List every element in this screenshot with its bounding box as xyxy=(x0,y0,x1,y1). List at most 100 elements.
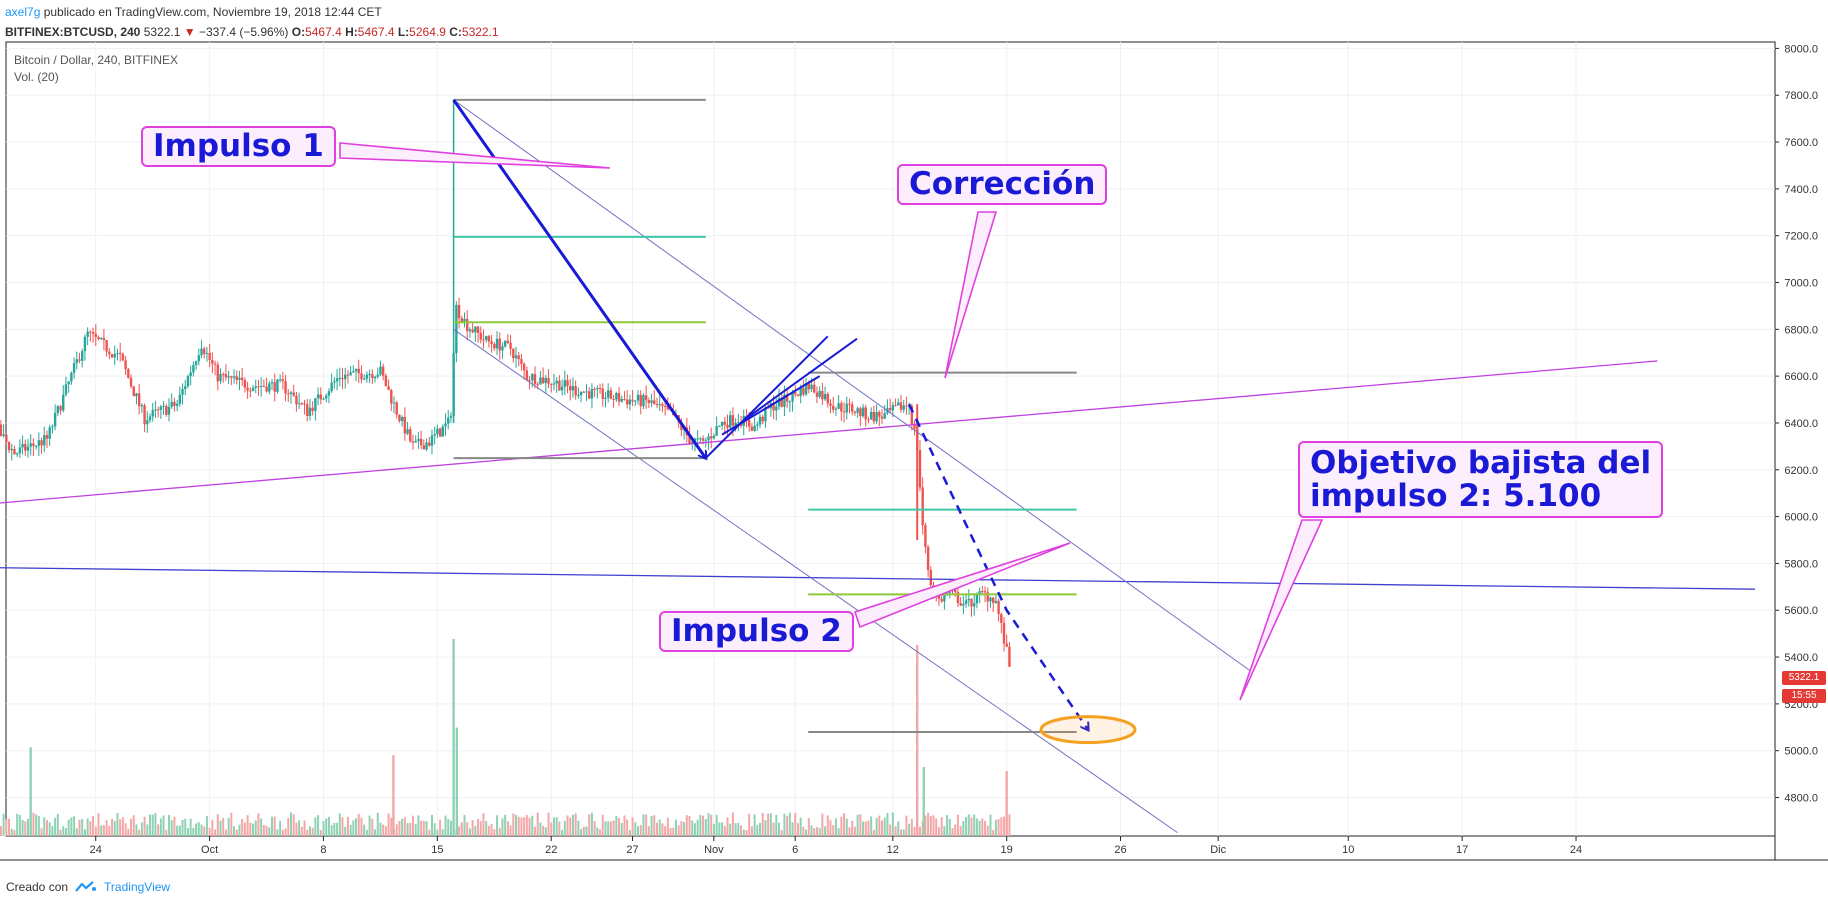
candle-body xyxy=(238,377,241,380)
candle-body xyxy=(606,390,610,398)
volume-bar xyxy=(693,823,696,836)
candle-body xyxy=(289,392,293,395)
volume-bar xyxy=(929,815,932,836)
candle-body xyxy=(192,364,195,373)
candle-body xyxy=(449,415,453,418)
candle-body xyxy=(834,408,838,410)
volume-bar xyxy=(821,813,824,836)
candle-body xyxy=(129,377,133,387)
candle-body xyxy=(287,393,290,395)
volume-bar xyxy=(327,816,330,836)
footer-tradingview-link[interactable]: TradingView xyxy=(104,880,171,894)
candle-body xyxy=(211,359,214,364)
candle-body xyxy=(56,406,60,414)
volume-bar xyxy=(18,814,21,836)
candle-body xyxy=(322,398,325,400)
volume-bar xyxy=(349,824,352,836)
annotation-impulso-1-text: Impulso 1 xyxy=(153,128,324,164)
volume-bar xyxy=(796,823,799,836)
volume-bar xyxy=(298,820,301,836)
candle-body xyxy=(503,340,507,347)
volume-bar xyxy=(542,825,545,836)
volume-bar xyxy=(322,820,325,836)
candle-body xyxy=(658,404,661,406)
annotation-impulso-2[interactable]: Impulso 2 xyxy=(659,611,854,652)
candle-body xyxy=(471,329,474,333)
volume-bar xyxy=(647,826,650,836)
volume-bar xyxy=(430,814,433,836)
volume-bar xyxy=(224,829,227,836)
candle-body xyxy=(81,351,84,361)
candle-body xyxy=(444,423,447,427)
candle-body xyxy=(181,389,184,395)
volume-bar xyxy=(1008,814,1011,836)
volume-bar xyxy=(214,829,217,836)
candle-body xyxy=(737,422,740,424)
volume-bar xyxy=(368,815,371,836)
candle-body xyxy=(891,405,895,411)
volume-spike xyxy=(916,644,919,836)
volume-bar xyxy=(954,824,957,836)
candle-body xyxy=(259,385,263,387)
candle-body xyxy=(970,598,973,607)
volume-bar xyxy=(639,825,642,836)
candle-body xyxy=(818,390,821,397)
volume-spike xyxy=(922,767,925,836)
candle-body xyxy=(390,389,393,404)
volume-bar xyxy=(840,816,843,836)
candle-body xyxy=(975,593,979,604)
candle-body xyxy=(387,386,390,390)
symbol-label[interactable]: BITFINEX:BTCUSD, 240 xyxy=(5,25,141,39)
volume-bar xyxy=(184,818,187,836)
volume-bar xyxy=(140,822,143,836)
candle-body xyxy=(850,404,854,412)
volume-bar xyxy=(951,828,954,836)
volume-bar xyxy=(745,830,748,836)
volume-bar xyxy=(645,814,648,836)
annotation-correccion[interactable]: Corrección xyxy=(897,164,1108,205)
candle-body xyxy=(593,388,596,390)
candle-body xyxy=(962,603,965,606)
volume-bar xyxy=(748,813,751,836)
candle-body xyxy=(493,343,496,349)
volume-bar xyxy=(132,815,135,836)
volume-bar xyxy=(382,824,385,836)
volume-bar xyxy=(870,816,873,836)
candle-body xyxy=(2,434,5,436)
candle-body xyxy=(460,318,463,324)
volume-bar xyxy=(824,826,827,836)
horizontal-trendline xyxy=(0,567,1755,590)
volume-bar xyxy=(149,814,152,836)
candle-body xyxy=(64,384,68,395)
candle-body xyxy=(528,379,531,381)
volume-bar xyxy=(664,826,667,836)
candle-body xyxy=(563,380,567,387)
candle-body xyxy=(758,416,762,425)
candle-body xyxy=(582,391,585,393)
volume-bar xyxy=(135,824,138,836)
candle-body xyxy=(94,333,97,337)
candle-body xyxy=(723,421,726,425)
candle-body xyxy=(647,400,651,403)
candle-body xyxy=(853,411,857,413)
volume-bar xyxy=(86,818,89,836)
candle-body xyxy=(810,384,813,390)
candle-body xyxy=(466,318,469,332)
annotation-impulso-1[interactable]: Impulso 1 xyxy=(141,126,336,167)
x-tick-label: 27 xyxy=(626,844,638,856)
candle-body xyxy=(159,406,163,410)
volume-bar xyxy=(750,826,753,836)
volume-bar xyxy=(691,820,694,836)
candle-body xyxy=(0,424,3,436)
candle-body xyxy=(509,342,512,349)
author-link[interactable]: axel7g xyxy=(5,5,41,19)
volume-bar xyxy=(138,829,141,836)
candle-body xyxy=(265,386,268,392)
candle-body xyxy=(899,402,903,410)
annotation-objetivo[interactable]: Objetivo bajista del impulso 2: 5.100 xyxy=(1298,441,1664,519)
volume-bar xyxy=(303,820,306,836)
volume-bar xyxy=(43,817,46,836)
candle-body xyxy=(417,438,420,442)
candle-body xyxy=(335,378,339,382)
candle-body xyxy=(479,332,482,340)
